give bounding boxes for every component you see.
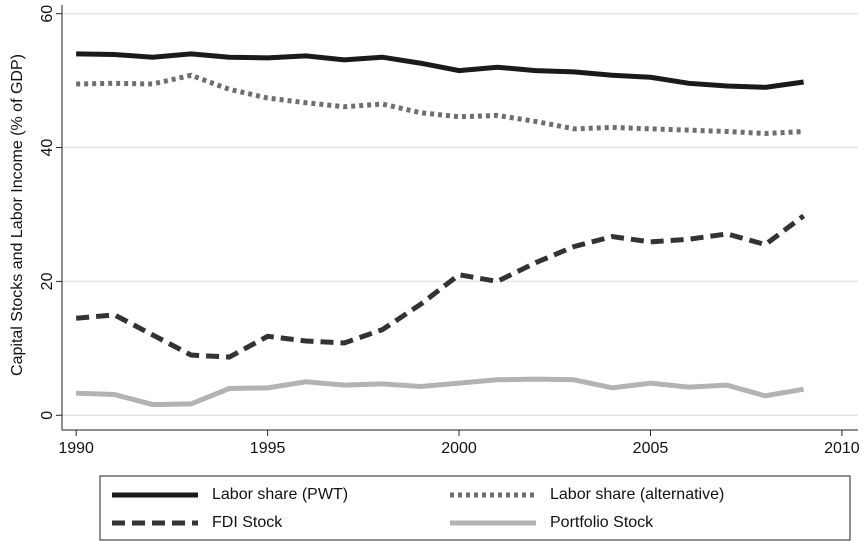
legend-box [99,475,851,541]
y-tick-label: 60 [39,5,56,23]
x-tick-label: 2005 [633,440,669,457]
y-tick-label: 40 [39,139,56,157]
y-tick-label: 0 [39,411,56,420]
data-line [76,376,805,408]
legend-label: Labor share (alternative) [550,486,724,503]
y-tick-label: 20 [39,272,56,290]
y-axis-label: Capital Stocks and Labor Income (% of GD… [9,54,26,376]
x-tick-label: 2010 [824,440,860,457]
data-line [76,72,804,137]
x-tick-label: 1990 [58,440,94,457]
data-line [75,213,806,360]
legend-label: FDI Stock [212,514,283,531]
data-line [76,51,804,90]
legend-label: Labor share (PWT) [212,486,348,503]
legend-label: Portfolio Stock [550,514,654,531]
x-tick-label: 1995 [250,440,286,457]
x-tick-label: 2000 [441,440,477,457]
